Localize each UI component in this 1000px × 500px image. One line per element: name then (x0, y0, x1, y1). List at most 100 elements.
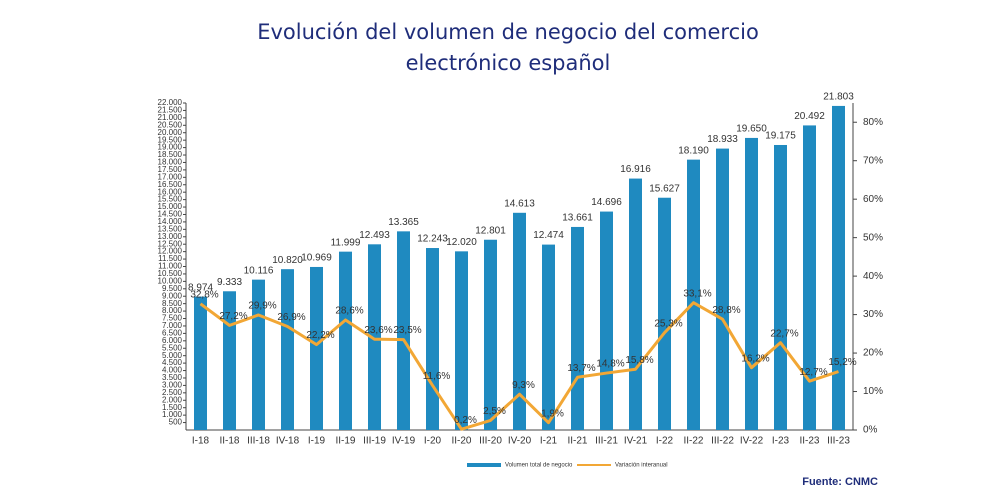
y-tick-label: 20.000 (158, 128, 183, 137)
y2-tick-label: 60% (863, 194, 883, 205)
x-tick-label: III-18 (247, 436, 270, 447)
line-value-label: 1,9% (541, 408, 564, 419)
bar-value-label: 12.474 (533, 230, 564, 241)
bar (281, 269, 294, 430)
bar-value-label: 19.650 (736, 124, 767, 135)
bar (600, 211, 613, 430)
x-tick-label: III-22 (711, 436, 734, 447)
x-tick-label: III-19 (363, 436, 386, 447)
bar-value-label: 19.175 (765, 131, 796, 142)
line-value-label: 11,6% (423, 371, 451, 382)
bar-value-label: 21.803 (823, 92, 854, 103)
x-tick-label: IV-19 (392, 436, 416, 447)
bar (513, 212, 526, 430)
bar-value-label: 10.969 (301, 253, 332, 264)
y-tick-label: 21.500 (158, 106, 183, 115)
y2-tick-label: 0% (863, 425, 878, 436)
bar-value-label: 11.999 (331, 237, 361, 248)
line-value-label: 13,7% (567, 363, 595, 374)
bar-value-label: 9.333 (217, 277, 242, 288)
bar (194, 296, 207, 430)
bar (745, 137, 758, 430)
x-tick-label: IV-20 (508, 436, 532, 447)
y-tick-label: 14.000 (158, 217, 183, 226)
y-tick-label: 19.500 (158, 135, 183, 144)
line-value-label: 28,8% (712, 305, 740, 316)
bar (223, 291, 236, 430)
y-tick-label: 14.500 (158, 210, 183, 219)
x-tick-label: IV-21 (624, 436, 648, 447)
legend-swatch (467, 463, 501, 467)
x-tick-label: II-23 (799, 436, 819, 447)
bar-value-label: 10.820 (272, 255, 303, 266)
x-tick-label: I-20 (424, 436, 442, 447)
bar-value-label: 12.493 (359, 230, 390, 241)
y-tick-label: 21.000 (158, 113, 183, 122)
y-tick-label: 13.000 (158, 232, 183, 241)
y-tick-label: 6.500 (162, 328, 183, 337)
y-tick-label: 8.500 (162, 299, 183, 308)
y2-tick-label: 80% (863, 117, 883, 128)
y-tick-label: 1.500 (162, 403, 183, 412)
y-tick-label: 10.000 (158, 276, 183, 285)
y-tick-label: 12.500 (158, 239, 183, 248)
bar (571, 226, 584, 430)
line-value-label: 15,8% (625, 355, 653, 366)
x-tick-label: I-19 (308, 436, 326, 447)
bar (339, 251, 352, 430)
y-tick-label: 11.500 (158, 254, 182, 263)
line-value-label: 2,5% (483, 406, 506, 417)
line-value-label: 25,3% (654, 318, 682, 329)
bar-value-label: 13.661 (562, 213, 593, 224)
bar (542, 244, 555, 430)
y2-tick-label: 20% (863, 348, 883, 359)
y2-tick-label: 50% (863, 232, 883, 243)
line-value-label: 29,9% (248, 301, 276, 312)
y-tick-label: 3.500 (162, 373, 183, 382)
y-tick-label: 7.500 (162, 314, 183, 323)
bar-value-label: 8.974 (188, 282, 213, 293)
bar-value-label: 16.916 (620, 164, 651, 175)
y-tick-label: 2.500 (162, 388, 183, 397)
line-value-label: 33,1% (683, 288, 711, 299)
y-tick-label: 11.000 (158, 262, 182, 271)
y-tick-label: 1.000 (162, 410, 183, 419)
bar (484, 239, 497, 430)
y-tick-label: 22.000 (158, 98, 183, 107)
bar-value-label: 12.020 (446, 237, 477, 248)
bar-value-label: 12.801 (475, 225, 506, 236)
line-value-label: 22,7% (770, 328, 798, 339)
line-value-label: 0,2% (454, 415, 477, 426)
x-tick-label: I-22 (656, 436, 674, 447)
y-tick-label: 13.500 (158, 224, 183, 233)
bar-value-label: 20.492 (794, 111, 825, 122)
bar (716, 148, 729, 430)
line-value-label: 22,2% (306, 330, 334, 341)
x-tick-label: III-20 (479, 436, 502, 447)
y-tick-label: 9.000 (162, 291, 183, 300)
x-tick-label: I-21 (540, 436, 558, 447)
y-tick-label: 500 (169, 418, 183, 427)
bar-value-label: 12.243 (417, 234, 448, 245)
y2-tick-label: 10% (863, 386, 883, 397)
line-value-label: 26,9% (277, 312, 305, 323)
y-tick-label: 17.000 (158, 172, 183, 181)
y-tick-label: 10.500 (158, 269, 183, 278)
x-tick-label: III-23 (827, 436, 850, 447)
x-tick-label: I-23 (772, 436, 790, 447)
x-tick-label: IV-22 (740, 436, 764, 447)
bar-value-label: 15.627 (649, 183, 680, 194)
y-tick-label: 4.000 (162, 366, 183, 375)
bar-value-label: 18.190 (678, 145, 709, 156)
y-tick-label: 16.000 (158, 187, 183, 196)
x-tick-label: I-18 (192, 436, 210, 447)
y-tick-label: 15.000 (158, 202, 183, 211)
x-tick-label: II-20 (451, 436, 471, 447)
line (199, 301, 839, 431)
x-tick-label: II-18 (219, 436, 239, 447)
bar (832, 105, 845, 431)
y-tick-label: 9.500 (162, 284, 183, 293)
bar-value-label: 18.933 (707, 134, 738, 145)
bar (455, 251, 468, 430)
